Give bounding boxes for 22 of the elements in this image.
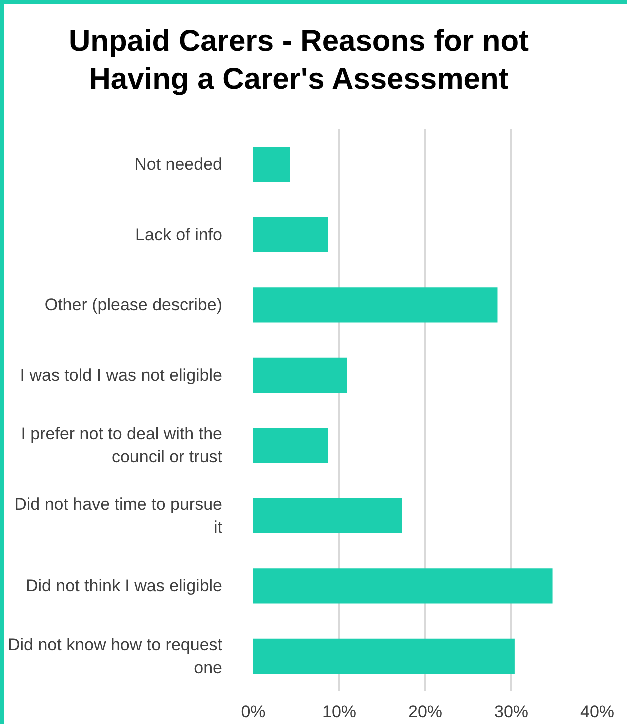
y-tick-label: Other (please describe) <box>44 296 223 315</box>
bar <box>254 428 328 464</box>
x-tick-label: 40% <box>580 702 615 722</box>
bar <box>254 568 553 604</box>
bar <box>254 147 290 182</box>
x-tick-label: 30% <box>494 702 529 722</box>
y-tick-label: I prefer not to deal with the council or trust <box>21 424 223 467</box>
y-tick-label: Lack of info <box>136 225 223 244</box>
y-tick-label: Not needed <box>134 155 222 174</box>
x-tick-label: 0% <box>241 702 266 722</box>
bar <box>254 217 328 252</box>
y-tick-label: Did not think I was eligible <box>26 576 222 596</box>
bar <box>254 638 515 674</box>
bar <box>254 498 402 534</box>
x-tick-label: 10% <box>322 702 357 722</box>
bar <box>254 358 348 393</box>
y-tick-label: I was told I was not eligible <box>20 366 223 385</box>
y-tick-label: Did not know how to request one <box>8 635 223 678</box>
bar <box>254 288 498 323</box>
chart-title: Unpaid Carers - Reasons for not Having a Carer's Assessment <box>68 24 530 98</box>
x-tick-label: 20% <box>408 702 443 722</box>
y-tick-label: Did not have time to pursue it <box>14 494 223 537</box>
